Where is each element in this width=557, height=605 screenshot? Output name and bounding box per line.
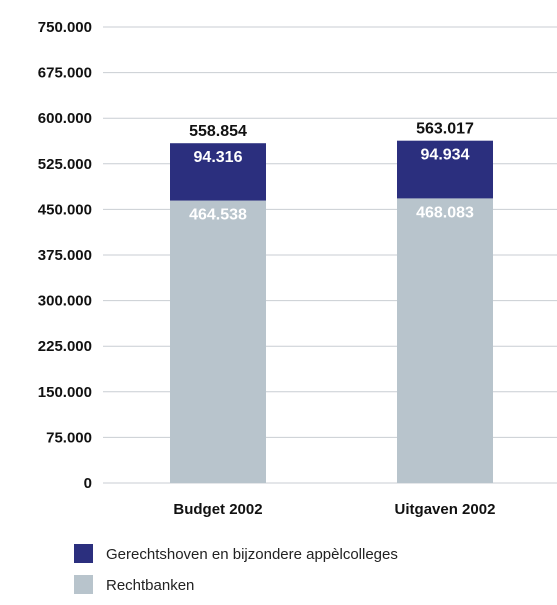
y-tick-label: 300.000	[38, 293, 92, 310]
segment-value-label: 468.083	[416, 204, 474, 221]
segment-value-label: 94.934	[421, 147, 470, 164]
segment-value-label: 94.316	[194, 149, 243, 166]
y-tick-label: 225.000	[38, 338, 92, 355]
legend-label: Rechtbanken	[106, 577, 194, 594]
legend-label: Gerechtshoven en bijzondere appèlcollege…	[106, 546, 398, 563]
y-tick-label: 375.000	[38, 247, 92, 264]
bar-total-label: 563.017	[416, 121, 474, 138]
y-tick-label: 75.000	[46, 429, 92, 446]
legend-swatch	[74, 575, 93, 594]
segment-value-label: 464.538	[189, 207, 247, 224]
y-tick-label: 525.000	[38, 156, 92, 173]
legend-swatch	[74, 544, 93, 563]
y-tick-label: 675.000	[38, 65, 92, 82]
y-tick-label: 600.000	[38, 110, 92, 127]
bar-segment-rechtbanken	[170, 200, 266, 483]
y-tick-label: 0	[84, 475, 92, 492]
legend: Gerechtshoven en bijzondere appèlcollege…	[74, 544, 398, 594]
bar-segment-gerechtshoven	[170, 143, 266, 201]
x-axis-category-labels: Budget 2002 Uitgaven 2002	[173, 501, 495, 518]
x-category-label: Budget 2002	[173, 501, 262, 518]
bar-segment-rechtbanken	[397, 198, 493, 484]
y-tick-label: 450.000	[38, 201, 92, 218]
bar-segment-gerechtshoven	[397, 140, 493, 199]
bars: 464.538 94.316 558.854 468.083 94.934 563.017	[170, 121, 493, 484]
bar-total-label: 558.854	[189, 123, 247, 140]
y-tick-label: 750.000	[38, 19, 92, 36]
y-tick-label: 150.000	[38, 384, 92, 401]
y-axis-tick-labels: 0 75.000 150.000 225.000 300.000 375.000 450.0…	[38, 19, 92, 492]
x-category-label: Uitgaven 2002	[395, 501, 496, 518]
